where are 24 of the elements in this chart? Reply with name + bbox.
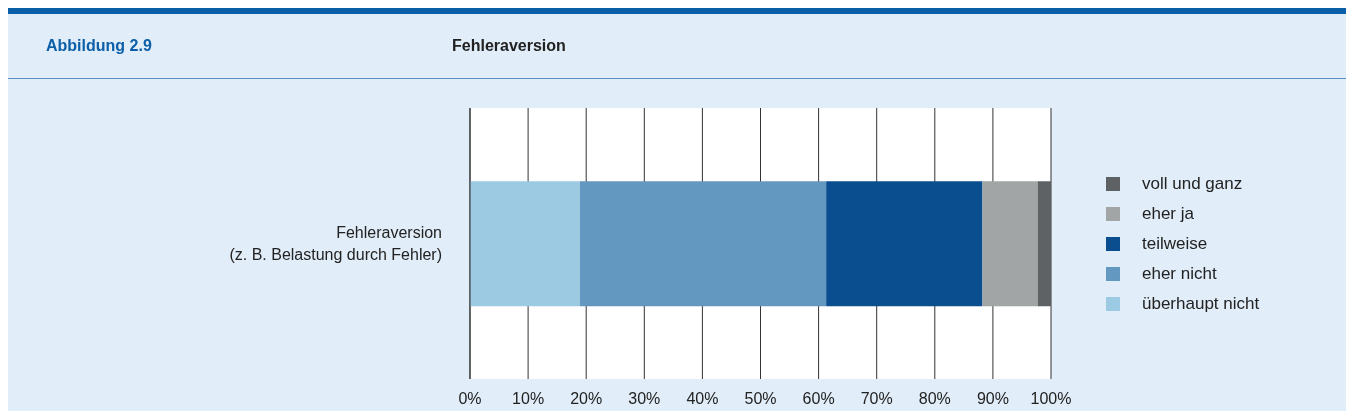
x-tick-label: 10% bbox=[512, 390, 545, 408]
x-tick-label: 50% bbox=[744, 390, 777, 408]
x-tick-label: 0% bbox=[458, 390, 482, 408]
bar bbox=[470, 181, 580, 307]
x-tick-label: 30% bbox=[628, 390, 661, 408]
bar bbox=[579, 181, 827, 307]
legend-label: eher nicht bbox=[1142, 264, 1217, 284]
legend-label: teilweise bbox=[1142, 234, 1208, 254]
x-tick-label: 40% bbox=[686, 390, 719, 408]
text: Abbildung 2.9 bbox=[46, 37, 152, 55]
x-tick-label: 70% bbox=[860, 390, 893, 408]
chart-title: Fehleraversion bbox=[452, 37, 566, 55]
x-tick-label: 100% bbox=[1030, 390, 1072, 408]
bar bbox=[1037, 181, 1051, 307]
bar bbox=[982, 181, 1038, 307]
legend-label: überhaupt nicht bbox=[1142, 294, 1260, 314]
legend-label: voll und ganz bbox=[1142, 174, 1243, 194]
x-tick-label: 80% bbox=[918, 390, 951, 408]
x-tick-label: 20% bbox=[570, 390, 603, 408]
x-tick-label: 60% bbox=[802, 390, 835, 408]
legend-label: eher ja bbox=[1142, 204, 1194, 224]
y-tick-label: Fehleraversion (z. B. Belastung durch Fehler) bbox=[229, 223, 442, 263]
x-tick-label: 90% bbox=[976, 390, 1009, 408]
bar bbox=[826, 181, 983, 307]
